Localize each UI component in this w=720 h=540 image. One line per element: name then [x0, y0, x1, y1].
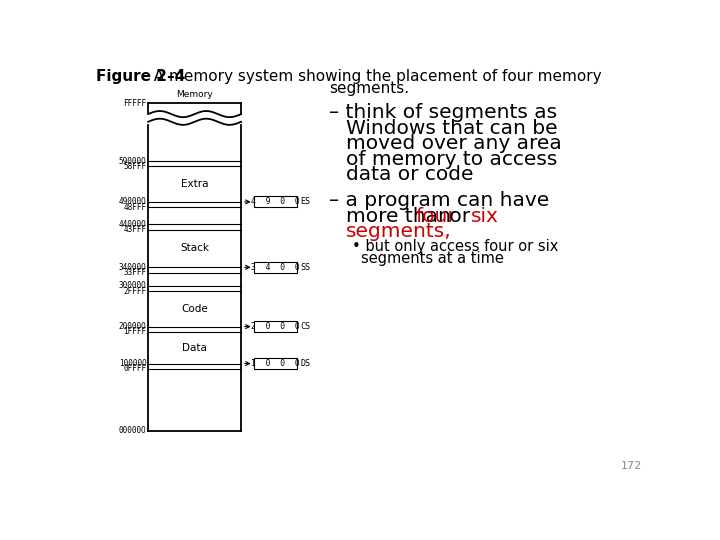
Text: moved over any area: moved over any area [346, 134, 562, 153]
Text: 33FFF: 33FFF [123, 268, 147, 277]
Text: 10000O: 10000O [119, 359, 147, 368]
Text: segments at a time: segments at a time [361, 251, 504, 266]
Text: Stack: Stack [180, 244, 209, 253]
Text: 1  0  0  0: 1 0 0 0 [251, 359, 300, 368]
Text: Code: Code [181, 304, 208, 314]
Text: four: four [415, 206, 456, 226]
Text: 2FFFF: 2FFFF [123, 287, 147, 296]
Text: segments.: segments. [329, 81, 409, 96]
FancyBboxPatch shape [254, 321, 297, 332]
Text: 48FFF: 48FFF [123, 202, 147, 212]
Text: of memory to access: of memory to access [346, 150, 557, 168]
Text: or: or [444, 206, 477, 226]
Text: • but only access four or six: • but only access four or six [352, 239, 558, 254]
Text: CS: CS [300, 322, 310, 331]
Text: 1FFFF: 1FFFF [123, 327, 147, 336]
Text: 00000O: 00000O [119, 426, 147, 435]
Text: DS: DS [300, 359, 310, 368]
Text: A memory system showing the placement of four memory: A memory system showing the placement of… [144, 70, 602, 84]
Text: 58FFF: 58FFF [123, 162, 147, 171]
Text: 43FFF: 43FFF [123, 225, 147, 234]
Text: – a program can have: – a program can have [329, 191, 549, 210]
Text: 0FFFF: 0FFFF [123, 364, 147, 374]
FancyBboxPatch shape [254, 197, 297, 207]
Text: 20000O: 20000O [119, 322, 147, 331]
Text: 3  4  0  0: 3 4 0 0 [251, 263, 300, 272]
Text: 4  9  0  0: 4 9 0 0 [251, 197, 300, 206]
Text: 59000O: 59000O [119, 157, 147, 166]
Text: 44000O: 44000O [119, 220, 147, 229]
Text: Windows that can be: Windows that can be [346, 119, 557, 138]
FancyBboxPatch shape [254, 262, 297, 273]
Text: – think of segments as: – think of segments as [329, 103, 557, 122]
Text: 34000O: 34000O [119, 263, 147, 272]
Text: Figure 2–4: Figure 2–4 [96, 70, 186, 84]
Text: 30000O: 30000O [119, 281, 147, 291]
Text: more than: more than [346, 206, 457, 226]
Text: data or code: data or code [346, 165, 473, 184]
Text: 2  0  0  0: 2 0 0 0 [251, 322, 300, 331]
Text: 172: 172 [621, 461, 642, 471]
Text: segments,: segments, [346, 222, 451, 241]
Text: 49000O: 49000O [119, 197, 147, 206]
Text: Memory: Memory [176, 90, 213, 99]
Text: ES: ES [300, 197, 310, 206]
Text: Extra: Extra [181, 179, 208, 189]
FancyBboxPatch shape [254, 358, 297, 369]
Text: SS: SS [300, 263, 310, 272]
Text: six: six [471, 206, 499, 226]
Text: Data: Data [182, 343, 207, 353]
Text: FFFFF: FFFFF [123, 99, 147, 108]
